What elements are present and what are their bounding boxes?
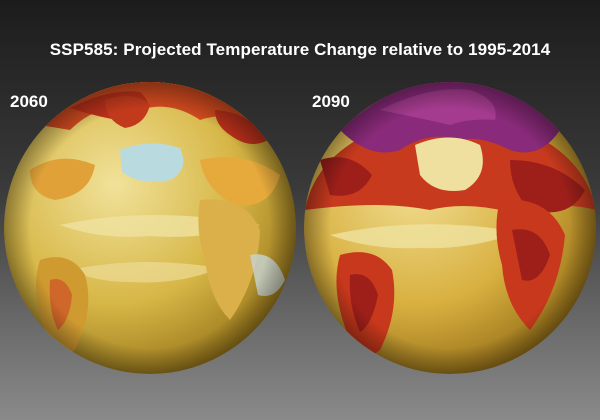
globe-2090 bbox=[304, 82, 596, 374]
globe-2060 bbox=[4, 82, 296, 374]
year-label-2090: 2090 bbox=[312, 92, 350, 111]
figure-title: SSP585: Projected Temperature Change rel… bbox=[49, 40, 551, 59]
year-label-2060: 2060 bbox=[10, 92, 48, 111]
